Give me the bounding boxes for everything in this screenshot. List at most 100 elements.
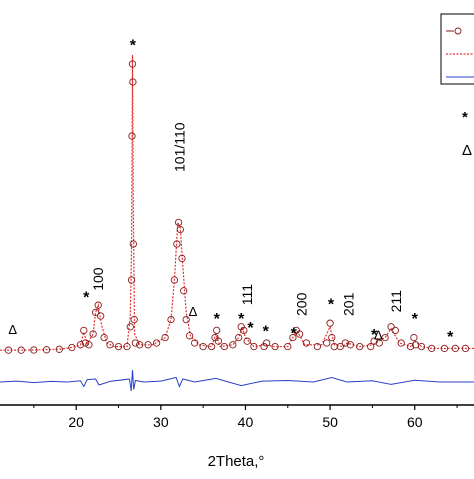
observed-point [178, 254, 186, 263]
observed-point [94, 301, 102, 309]
legend-box [440, 13, 474, 85]
observed-point [89, 330, 97, 338]
difference-curve [0, 369, 474, 392]
observed-point [42, 346, 51, 354]
observed-point [199, 342, 207, 351]
observed-point [91, 308, 100, 317]
observed-point [207, 342, 216, 351]
phase-marker-star: * [214, 311, 221, 328]
observed-point [341, 339, 349, 347]
observed-point [220, 342, 228, 351]
observed-point [328, 333, 336, 342]
observed-point [336, 342, 344, 351]
observed-point [461, 344, 470, 353]
peak-label: 101/110 [171, 122, 187, 172]
observed-point [152, 339, 161, 347]
observed-point [284, 342, 292, 351]
phase-marker-delta: Δ [189, 304, 198, 319]
x-tick-label: 30 [153, 414, 169, 430]
peak-label: 200 [293, 292, 309, 316]
observed-point [250, 342, 258, 351]
x-tick-label: 60 [407, 414, 423, 430]
phase-marker-star: * [130, 37, 137, 54]
observed-point [100, 333, 108, 342]
observed-point [375, 339, 383, 347]
x-tick-label: 50 [322, 414, 338, 430]
phase-marker-star: * [83, 289, 90, 306]
observed-point [144, 341, 152, 349]
observed-point [229, 341, 237, 349]
x-axis-ticks: 20 30 40 50 60 [33, 405, 458, 430]
observed-point [76, 341, 85, 349]
peak-label: 111 [239, 284, 255, 305]
observed-point [406, 342, 415, 351]
observed-point [170, 276, 179, 284]
legend-key-delta: Δ [462, 142, 472, 159]
observed-point [440, 344, 449, 353]
legend-marker-observed [454, 27, 462, 35]
observed-point [80, 326, 88, 335]
phase-marker-delta: Δ [374, 327, 383, 342]
observed-point [129, 78, 137, 86]
observed-point [106, 341, 114, 349]
peak-label: 100 [90, 267, 106, 291]
observed-point [262, 339, 271, 347]
peak-label: 211 [388, 290, 404, 313]
observed-point [68, 343, 76, 352]
observed-point [17, 346, 25, 354]
observed-point [240, 326, 248, 335]
observed-point [213, 326, 221, 335]
observed-point [174, 218, 183, 227]
observed-point [185, 332, 194, 340]
observed-point [81, 339, 90, 347]
observed-point [397, 339, 405, 347]
phase-marker-star: * [328, 297, 335, 314]
observed-point [97, 312, 105, 320]
x-tick-label: 20 [68, 414, 84, 430]
observed-point [313, 342, 322, 351]
observed-point [191, 339, 199, 347]
observed-point [346, 341, 355, 349]
observed-point [30, 346, 38, 354]
observed-point [126, 323, 134, 331]
observed-point [130, 315, 138, 324]
x-tick-label: 40 [238, 414, 254, 430]
observed-point [182, 315, 190, 324]
observed-point [85, 341, 93, 349]
phase-marker-star: * [371, 327, 378, 344]
legend-key-star: * [462, 109, 468, 126]
observed-point [131, 339, 140, 347]
observed-point [387, 323, 395, 331]
phase-marker-star: * [263, 324, 270, 341]
phase-marker-delta: Δ [8, 322, 17, 337]
phase-marker-star: * [238, 311, 245, 328]
observed-point [55, 345, 63, 353]
observed-point [367, 342, 375, 351]
observed-point [260, 342, 268, 351]
observed-point [243, 337, 251, 345]
observed-point [180, 287, 188, 295]
phase-marker-star: * [291, 325, 298, 342]
observed-point [370, 337, 378, 345]
phase-marker-star: * [447, 329, 454, 346]
observed-point [114, 342, 123, 351]
observed-point [136, 341, 144, 349]
observed-point [271, 342, 279, 351]
observed-point [214, 337, 223, 345]
observed-point [235, 333, 243, 342]
observed-point [326, 319, 334, 327]
observed-point [4, 346, 13, 354]
observed-point [161, 333, 169, 342]
observed-point [128, 60, 137, 68]
observed-point [289, 333, 297, 342]
phase-marker-star: * [247, 320, 254, 337]
peak-label: 201 [341, 292, 357, 316]
observed-point [129, 240, 137, 248]
observed-point [302, 339, 311, 347]
legend: *Δ [440, 13, 474, 159]
observed-point [295, 330, 304, 338]
x-axis-title: 2Theta,° [208, 453, 265, 470]
